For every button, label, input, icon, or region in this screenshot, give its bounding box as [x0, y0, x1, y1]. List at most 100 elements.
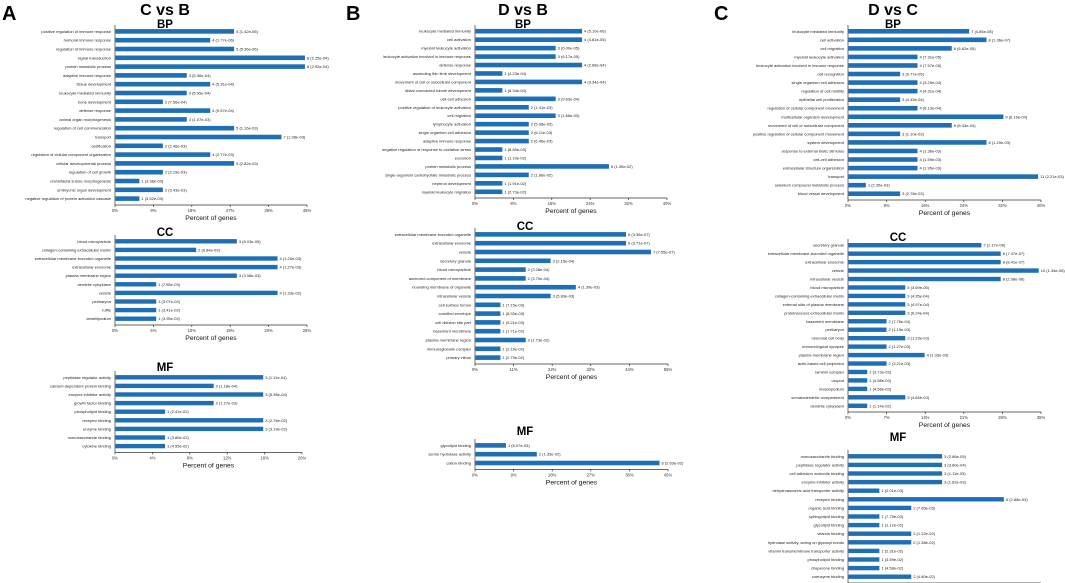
- bar-value-label: 1 (4.23e-04): [504, 71, 526, 76]
- bar: [475, 71, 503, 76]
- bar: [848, 80, 918, 85]
- bar: [115, 435, 166, 440]
- bar: [115, 64, 305, 69]
- category-label: epithelial cell proliferation: [799, 97, 844, 102]
- bar-value-label: 3 (1.23e-03): [907, 336, 929, 341]
- bar: [475, 62, 583, 68]
- bar-value-label: 5 (5.36e-06): [236, 47, 258, 52]
- bar: [475, 113, 556, 119]
- category-label: peptidase regulator activity: [796, 462, 844, 467]
- x-tick-label: 5%: [150, 328, 156, 333]
- category-label: receptor binding: [815, 497, 844, 502]
- bar: [115, 134, 282, 140]
- bar: [475, 311, 501, 316]
- bar: [848, 88, 918, 94]
- category-label: plasma membrane region: [66, 273, 111, 278]
- bar: [848, 251, 1001, 256]
- x-tick-label: 33%: [587, 367, 596, 372]
- category-label: adaptive immune response: [63, 73, 112, 78]
- panel-title: CC: [157, 227, 174, 239]
- bar-value-label: 1 (8.93e-03): [502, 311, 524, 316]
- category-label: primary cilium: [446, 355, 471, 360]
- x-tick-label: 9%: [150, 208, 156, 213]
- bar: [848, 268, 1039, 273]
- bar: [848, 361, 887, 366]
- bar-value-label: 1 (3.41e-02): [158, 308, 180, 313]
- category-label: vitamin transmembrane transporter activi…: [768, 548, 844, 553]
- category-label: basement membrane: [806, 319, 845, 324]
- panel-mf-6: MF glycolipid binding 1 (6.07e-03) serine h…: [428, 426, 684, 486]
- bar-value-label: 4 (4.81e-05): [584, 37, 606, 42]
- bar-value-label: 3 (2.86e-05): [944, 454, 966, 459]
- bar: [475, 88, 503, 93]
- x-tick-label: 18%: [188, 208, 197, 213]
- bar-value-label: 3 (1.07e-03): [189, 117, 211, 122]
- bar: [848, 148, 918, 154]
- x-tick-label: 18%: [548, 472, 557, 477]
- x-tick-label: 11%: [510, 367, 518, 372]
- bar: [115, 290, 278, 296]
- bar-value-label: 2 (1.22e-02): [913, 531, 935, 536]
- panel-title: CC: [517, 221, 534, 233]
- category-label: enzyme inhibitor activity: [802, 480, 844, 485]
- category-label: vesicle: [99, 290, 112, 295]
- category-label: immunological synapse: [802, 344, 844, 349]
- bar-value-label: 7 (7.55e-07): [653, 250, 675, 255]
- category-label: uropod: [832, 378, 844, 383]
- x-tick-label: 32%: [998, 203, 1007, 208]
- category-label: intracellular vesicle: [437, 294, 472, 299]
- bar-value-label: 2 (6.11e-03): [531, 130, 553, 135]
- bar-value-label: 7 (1.17e-08): [983, 243, 1005, 248]
- category-label: blood microparticle: [810, 285, 844, 290]
- bar: [475, 130, 529, 135]
- bar-value-label: 1 (2.73e-02): [504, 189, 526, 194]
- category-label: positive regulation of immune response: [41, 29, 111, 34]
- bar-value-label: 3 (1.11e-04): [265, 375, 287, 380]
- category-label: somatodendritic compartment: [791, 395, 845, 400]
- category-label: extracellular exosome: [432, 241, 472, 246]
- bar-value-label: 1 (3.07e-02): [158, 299, 180, 304]
- bar-value-label: 4 (4.31e-04): [919, 89, 941, 94]
- category-label: transport: [95, 135, 112, 140]
- category-label: dendrite cytoplasm: [77, 282, 111, 287]
- bar: [848, 191, 901, 197]
- bar: [115, 108, 211, 113]
- bar: [115, 256, 278, 261]
- x-tick-label: 24%: [586, 201, 595, 206]
- category-label: nephron development: [432, 181, 472, 186]
- bar: [115, 383, 214, 389]
- panel-cc-5: CC extracellular membrane-bounded organel…: [395, 221, 676, 381]
- x-tick-label: 40%: [1037, 203, 1046, 208]
- category-label: monosaccharide binding: [68, 435, 111, 440]
- bar: [475, 302, 501, 308]
- x-axis-title: Percent of genes: [919, 210, 971, 217]
- bar: [475, 443, 506, 448]
- bar: [848, 140, 987, 145]
- bar: [475, 293, 551, 299]
- category-label: collagen-containing extracellular matrix: [42, 247, 111, 252]
- bar: [848, 174, 1039, 179]
- category-label: regulation of cell motility: [801, 89, 844, 94]
- category-label: blood microparticle: [77, 239, 111, 244]
- category-label: animal organ morphogenesis: [59, 117, 111, 122]
- bar: [848, 574, 912, 579]
- category-label: cellular developmental process: [56, 161, 111, 166]
- x-tick-label: 0%: [472, 367, 478, 372]
- panel-mf-9: MF monosaccharide binding 3 (2.86e-05) pept…: [768, 432, 1041, 583]
- bar-value-label: 8 (1.36e-07): [988, 37, 1010, 42]
- bar-value-label: 4 (1.33e-03): [927, 353, 949, 358]
- bar-value-label: 8 (2.25e-04): [307, 55, 329, 60]
- category-label: regulation of immune response: [56, 47, 112, 52]
- bar: [115, 307, 157, 313]
- category-label: external side of plasma membrane: [783, 302, 845, 307]
- bar-value-label: 3 (6.24e-04): [907, 310, 929, 315]
- x-tick-label: 15%: [226, 328, 235, 333]
- bar-value-label: 3 (5.83e-03): [553, 294, 575, 299]
- category-label: positive regulation of leukocyte activat…: [398, 105, 471, 110]
- bar: [475, 121, 529, 127]
- bar-value-label: 10 (1.34e-06): [1041, 268, 1065, 273]
- category-label: leukocyte activation involved in immune …: [383, 54, 472, 59]
- bar: [475, 460, 660, 466]
- panel-cc-2: CC blood microparticle 3 (8.03e-05) collage…: [35, 227, 312, 342]
- category-label: myeloid leukocyte migration: [422, 189, 471, 194]
